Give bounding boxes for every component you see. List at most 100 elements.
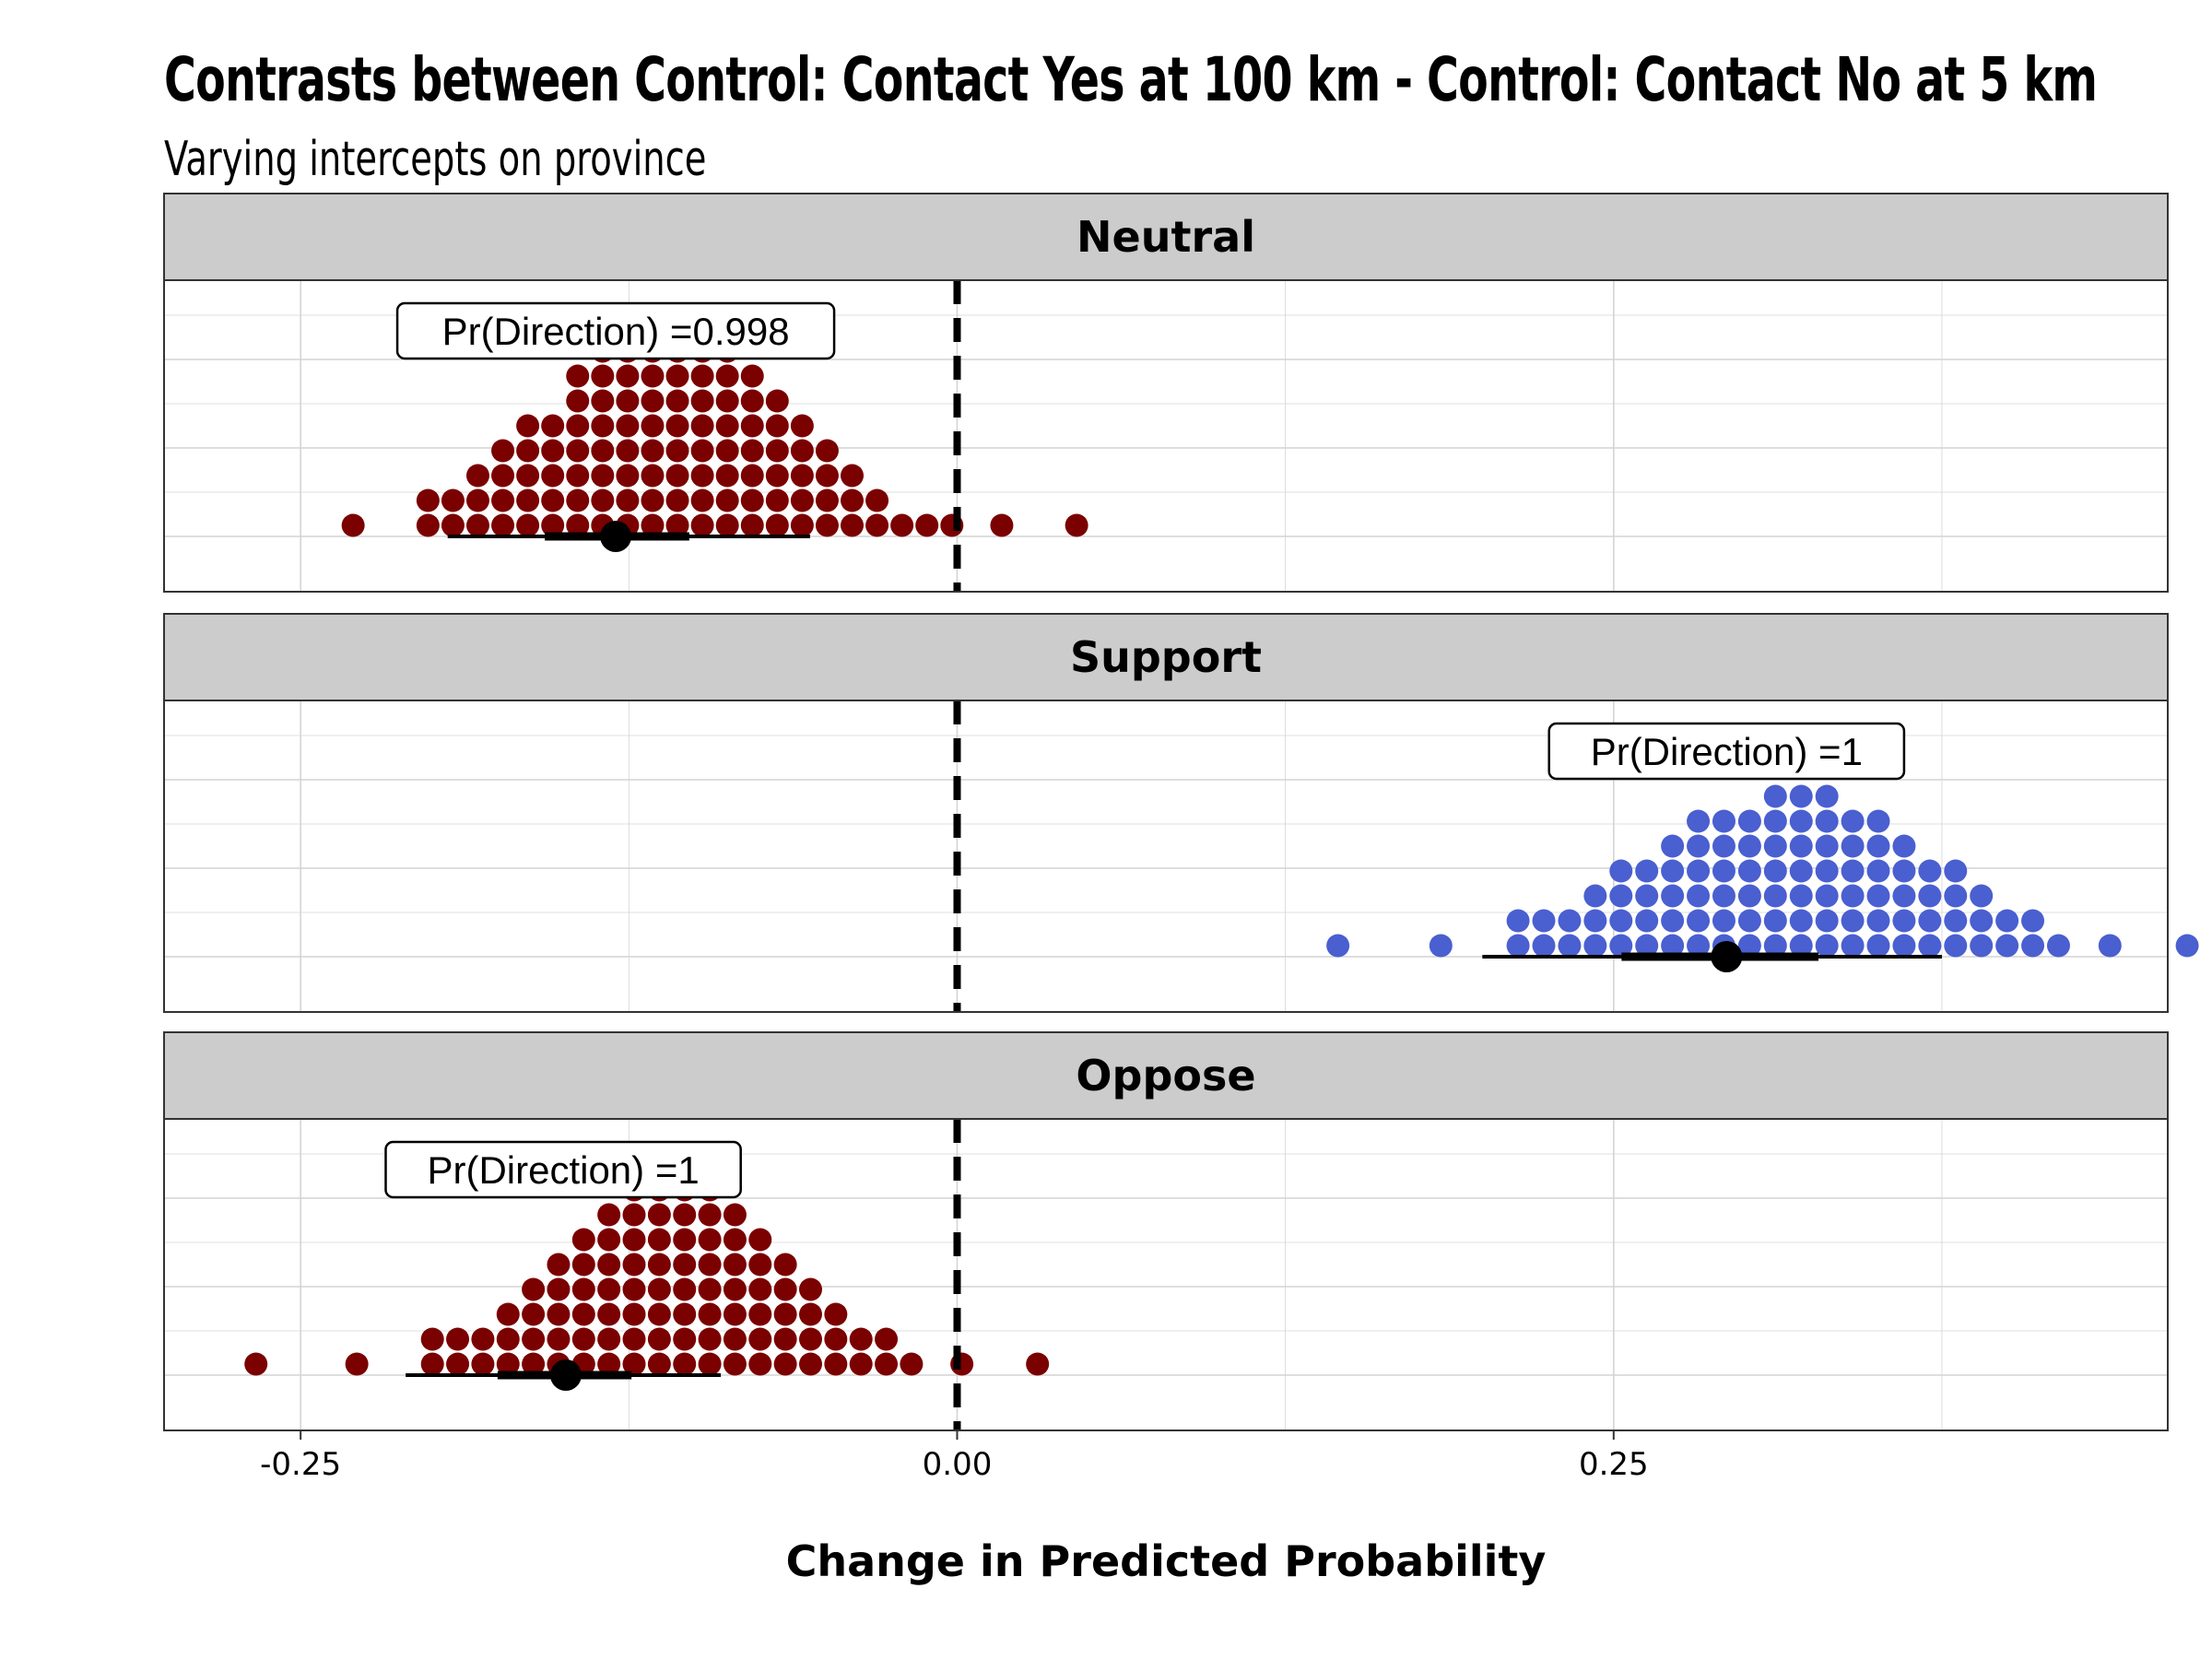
dot-support: [1970, 934, 1994, 958]
dot-support: [1892, 834, 1916, 858]
dot-support: [1815, 809, 1839, 833]
dot-oppose: [597, 1228, 621, 1252]
dot-support: [1918, 859, 1942, 883]
dot-support: [2021, 909, 2045, 933]
dot-oppose: [522, 1327, 546, 1351]
dot-support: [1815, 859, 1839, 883]
dot-support: [1789, 859, 1813, 883]
dot-oppose: [723, 1302, 747, 1326]
dot-support: [1866, 834, 1890, 858]
dot-oppose: [748, 1253, 772, 1277]
dot-neutral: [765, 464, 789, 488]
dot-neutral: [641, 488, 665, 512]
dot-neutral: [491, 439, 515, 463]
dot-oppose: [420, 1327, 444, 1351]
facet-label-oppose: Oppose: [1076, 1051, 1255, 1100]
annotation-box-neutral: [395, 301, 836, 360]
dot-support: [1609, 859, 1633, 883]
chart-subtitle: Varying intercepts on province: [164, 132, 707, 187]
dot-oppose: [1026, 1352, 1050, 1376]
dot-neutral: [841, 513, 865, 537]
dot-neutral: [566, 488, 590, 512]
dot-oppose: [647, 1253, 671, 1277]
dot-support: [1763, 934, 1787, 958]
dot-neutral: [566, 513, 590, 537]
dot-support: [1661, 909, 1685, 933]
dot-support: [1789, 834, 1813, 858]
dot-support: [1763, 834, 1787, 858]
dot-neutral: [665, 513, 689, 537]
dot-neutral: [740, 414, 764, 438]
dot-oppose: [723, 1253, 747, 1277]
dot-oppose: [647, 1203, 671, 1227]
annotation-label-neutral: Pr(Direction) =0.998: [442, 310, 790, 353]
dot-neutral: [491, 464, 515, 488]
dot-oppose: [622, 1327, 646, 1351]
dot-support: [1815, 834, 1839, 858]
dot-support: [1635, 884, 1659, 908]
dot-support: [1944, 859, 1968, 883]
dot-oppose: [496, 1302, 520, 1326]
dot-oppose: [773, 1327, 797, 1351]
facet-strip-oppose: [163, 1031, 2169, 1120]
dot-neutral: [665, 488, 689, 512]
dot-neutral: [740, 364, 764, 388]
dot-support: [1558, 909, 1582, 933]
dot-oppose: [698, 1352, 722, 1376]
chart-title: Contrasts between Control: Contact Yes a…: [164, 44, 2098, 115]
dot-neutral: [441, 513, 465, 537]
dot-oppose: [673, 1228, 697, 1252]
dot-neutral: [541, 414, 565, 438]
dot-neutral: [790, 439, 814, 463]
dot-neutral: [715, 364, 739, 388]
point-estimate-oppose: [549, 1359, 582, 1391]
dot-support: [1866, 809, 1890, 833]
dot-support: [1815, 884, 1839, 908]
dot-neutral: [591, 364, 615, 388]
dot-neutral: [465, 513, 489, 537]
dot-oppose: [647, 1327, 671, 1351]
dot-oppose: [597, 1277, 621, 1301]
panel-border-support: [163, 700, 2169, 1013]
dot-neutral: [690, 389, 714, 413]
dot-support: [1763, 909, 1787, 933]
dot-support: [1841, 859, 1865, 883]
dot-neutral: [815, 439, 839, 463]
dot-support: [1532, 934, 1556, 958]
dot-oppose: [673, 1203, 697, 1227]
dot-oppose: [471, 1352, 495, 1376]
facet-label-neutral: Neutral: [1077, 212, 1255, 262]
dot-support: [1892, 934, 1916, 958]
dot-support: [1661, 934, 1685, 958]
dot-neutral: [441, 488, 465, 512]
dot-support: [1841, 809, 1865, 833]
dot-neutral: [566, 364, 590, 388]
dot-support: [1789, 884, 1813, 908]
dot-support: [1687, 884, 1711, 908]
dot-oppose: [849, 1352, 873, 1376]
dot-oppose: [748, 1302, 772, 1326]
x-axis-title: Change in Predicted Probability: [786, 1536, 1547, 1586]
dot-neutral: [516, 414, 540, 438]
dot-oppose: [798, 1277, 822, 1301]
dot-support: [1789, 909, 1813, 933]
dot-oppose: [875, 1352, 899, 1376]
dot-oppose: [673, 1253, 697, 1277]
dot-support: [1712, 909, 1735, 933]
dot-oppose: [900, 1352, 924, 1376]
dot-support: [1687, 834, 1711, 858]
dot-support: [1712, 859, 1735, 883]
dot-neutral: [641, 414, 665, 438]
dot-support: [1712, 884, 1735, 908]
dot-support: [1609, 909, 1633, 933]
annotation-box-support: [1547, 722, 1906, 781]
dot-neutral: [516, 488, 540, 512]
x-tick-label: -0.25: [260, 1446, 341, 1483]
dot-neutral: [915, 513, 939, 537]
dot-support: [1815, 909, 1839, 933]
dot-oppose: [673, 1352, 697, 1376]
dot-neutral: [641, 464, 665, 488]
dot-neutral: [665, 389, 689, 413]
dot-oppose: [622, 1203, 646, 1227]
dot-neutral: [715, 389, 739, 413]
